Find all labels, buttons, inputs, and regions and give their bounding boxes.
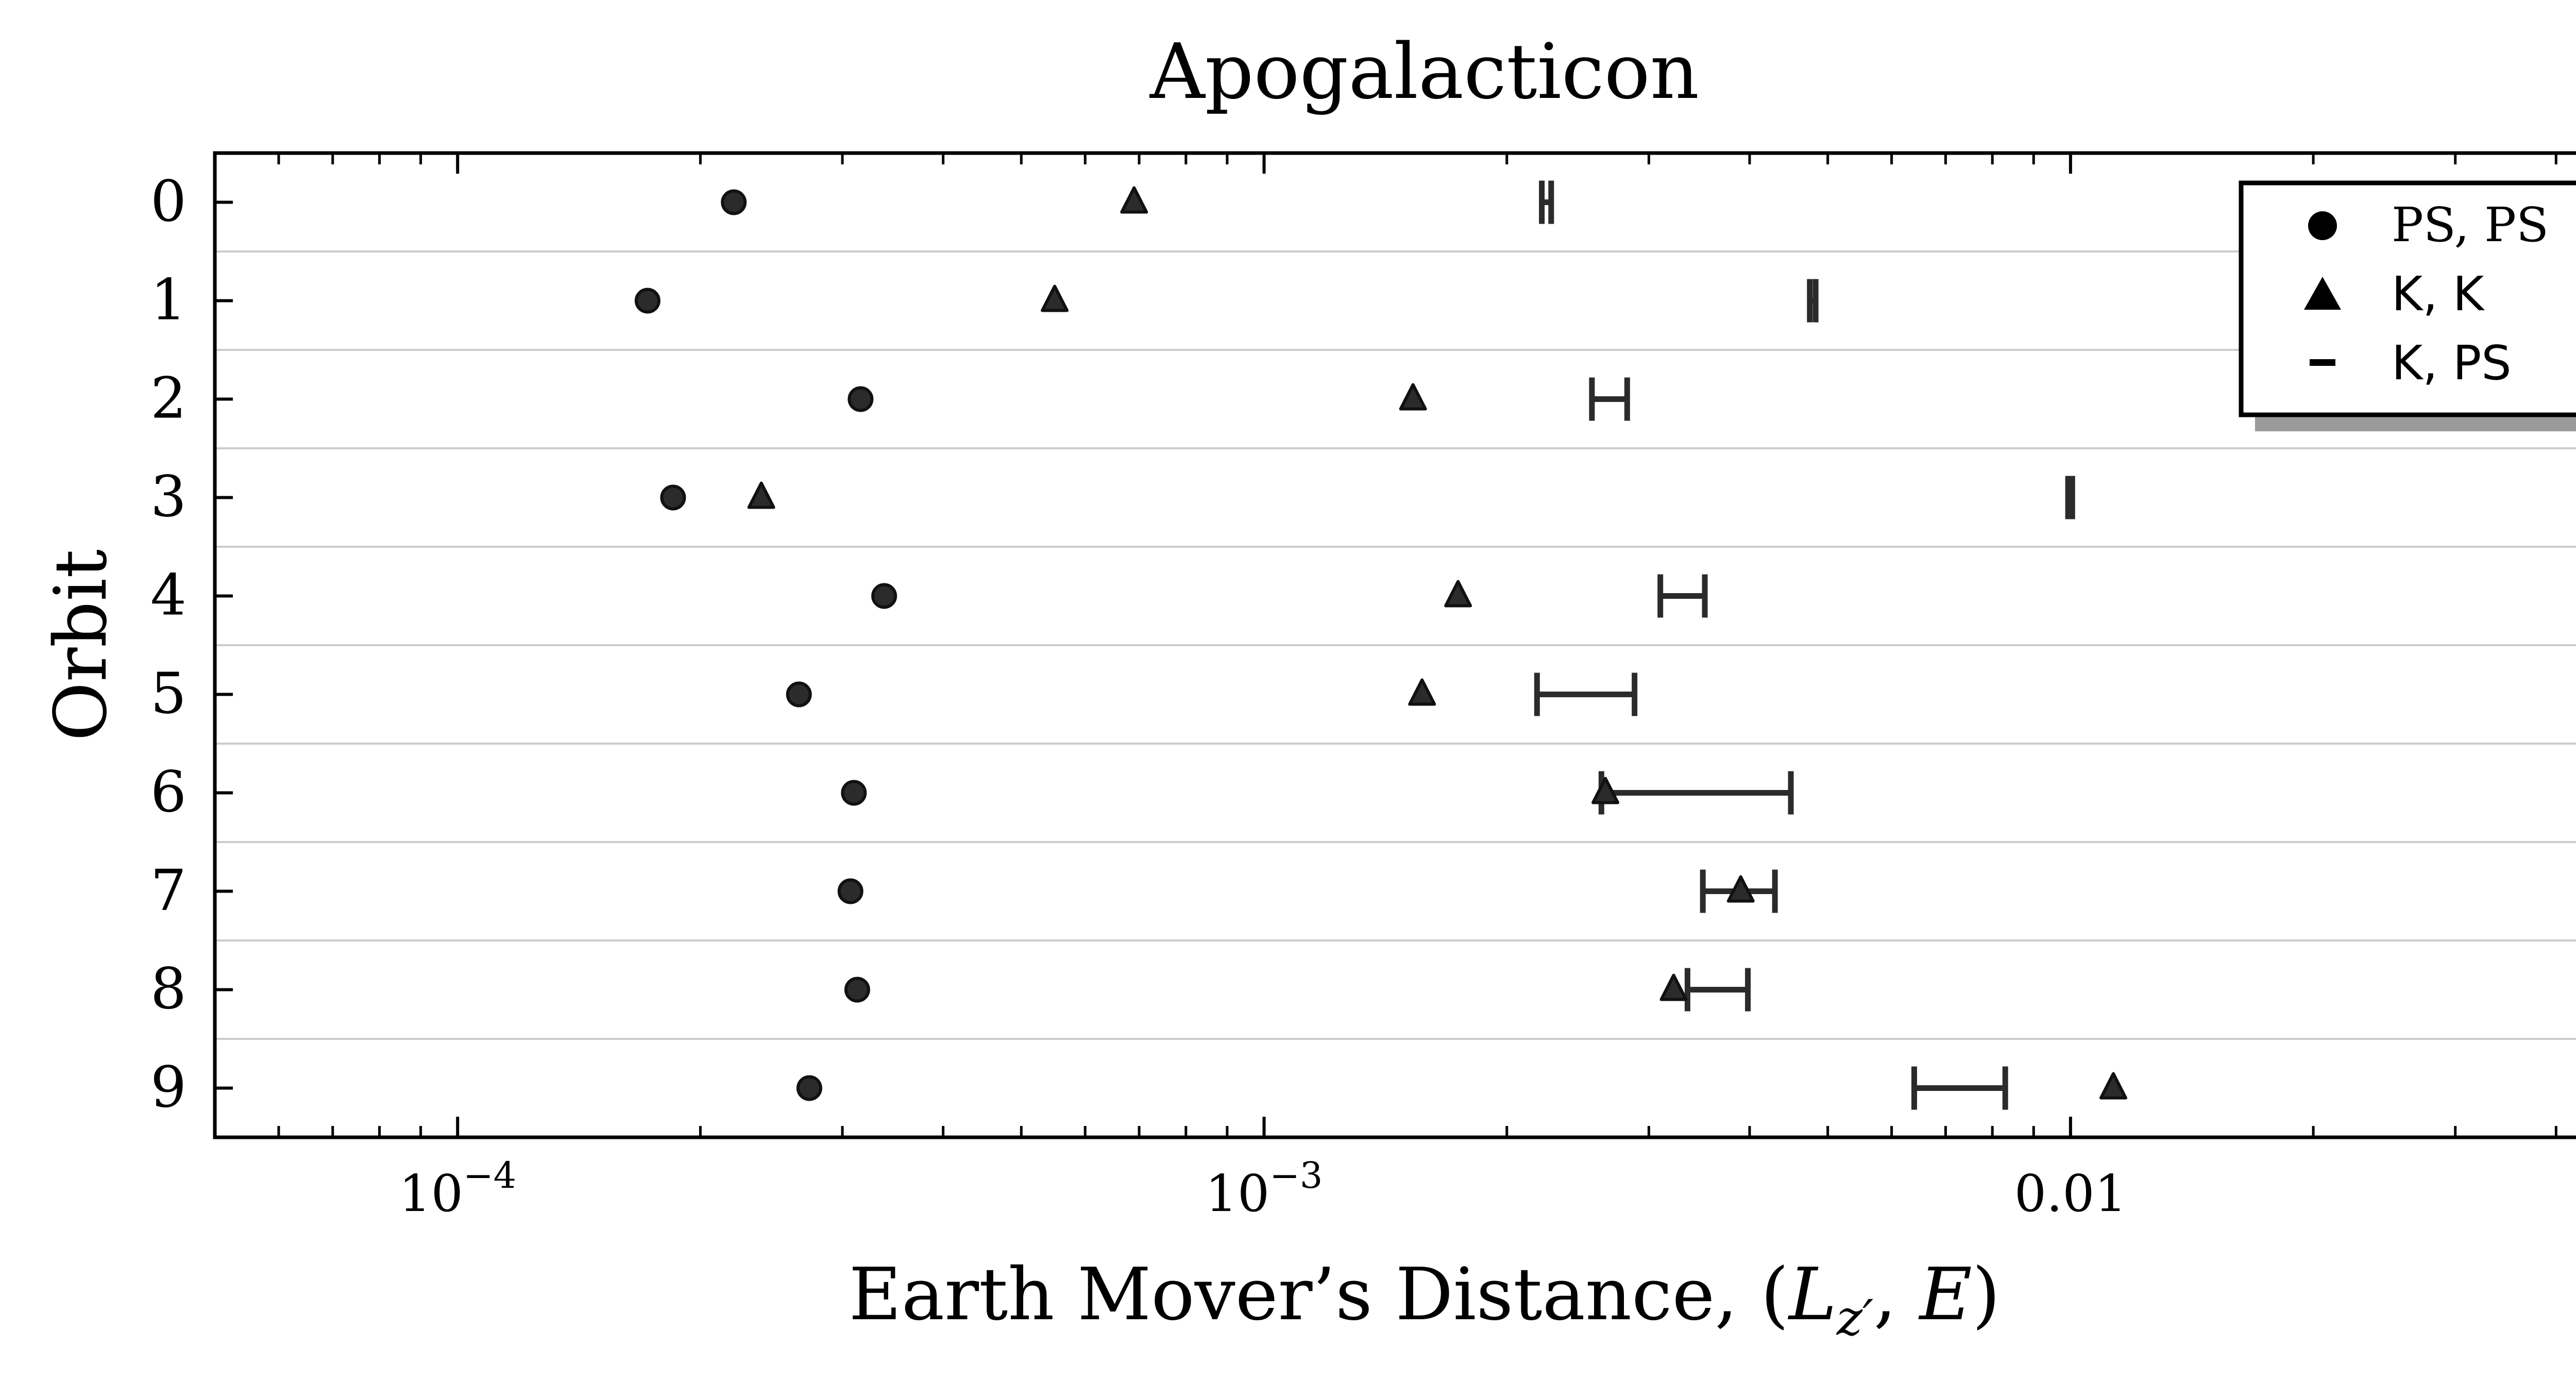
legend-box: [2239, 180, 2576, 417]
k-k-point: [1591, 777, 1620, 804]
k-ps-interval: [1539, 180, 1554, 224]
k-k-point: [1041, 284, 1069, 312]
legend-label-ps-ps: PS, PS: [2392, 197, 2549, 253]
k-ps-interval: [1807, 279, 1819, 323]
legend-circle-marker: [2308, 211, 2337, 240]
y-tick-label: 0: [150, 169, 187, 234]
ps-ps-point: [848, 386, 874, 412]
k-k-point: [1444, 580, 1472, 608]
y-tick-label: 2: [150, 365, 187, 431]
y-tick-label: 5: [150, 661, 187, 727]
legend-label-k-ps: K, PS: [2392, 335, 2512, 391]
k-k-point: [1408, 678, 1436, 706]
k-k-point: [747, 481, 775, 509]
k-ps-interval: [2065, 476, 2075, 519]
y-tick-label: 4: [150, 562, 187, 628]
chart-title: Apogalacticon: [1149, 27, 1699, 116]
ps-ps-point: [721, 189, 747, 215]
ps-ps-point: [837, 878, 863, 904]
k-k-point: [1726, 875, 1755, 903]
y-tick-label: 3: [150, 464, 187, 530]
legend-dash-marker: [2310, 359, 2335, 366]
k-k-point: [2099, 1072, 2127, 1100]
y-tick-label: 9: [150, 1054, 187, 1120]
x-tick-label: 10−3: [1206, 1154, 1323, 1223]
k-k-point: [1399, 383, 1427, 411]
x-tick-label: 10−4: [399, 1154, 516, 1223]
k-ps-interval: [1657, 574, 1708, 618]
ps-ps-point: [844, 977, 870, 1003]
axis-ticks: 10−4 10−3 0.01 0 1 2 3 4 5 6 7 8 9: [150, 153, 2557, 1223]
legend-label-k-k: K, K: [2392, 266, 2485, 322]
ps-ps-point: [871, 583, 897, 609]
x-tick-label: 0.01: [2014, 1165, 2127, 1223]
x-axis-label: Earth Mover’s Distance, (Lz′, E): [849, 1253, 2001, 1347]
ps-ps-point: [796, 1075, 822, 1101]
k-ps-interval: [1598, 771, 1794, 815]
y-tick-label: 6: [150, 759, 187, 825]
grid-lines: [215, 250, 2576, 1040]
k-k-point: [1659, 973, 1688, 1001]
plot-frame: [213, 151, 2576, 1139]
y-tick-label: 7: [150, 857, 187, 923]
k-ps-interval: [1911, 1066, 2008, 1110]
ps-ps-point: [634, 288, 660, 314]
y-tick-label: 8: [150, 956, 187, 1022]
ps-ps-point: [660, 484, 686, 511]
k-k-point: [1120, 186, 1148, 214]
k-ps-interval: [1684, 968, 1751, 1012]
ps-ps-point: [841, 780, 867, 806]
k-ps-interval: [1534, 672, 1638, 716]
legend: PS, PS K, K K, PS: [2239, 180, 2576, 431]
k-ps-interval: [1589, 377, 1630, 421]
y-axis-label: Orbit: [39, 549, 123, 741]
data-marks: [634, 180, 2127, 1110]
legend-triangle-marker: [2304, 277, 2341, 310]
ps-ps-point: [786, 681, 812, 708]
y-tick-label: 1: [150, 267, 187, 333]
